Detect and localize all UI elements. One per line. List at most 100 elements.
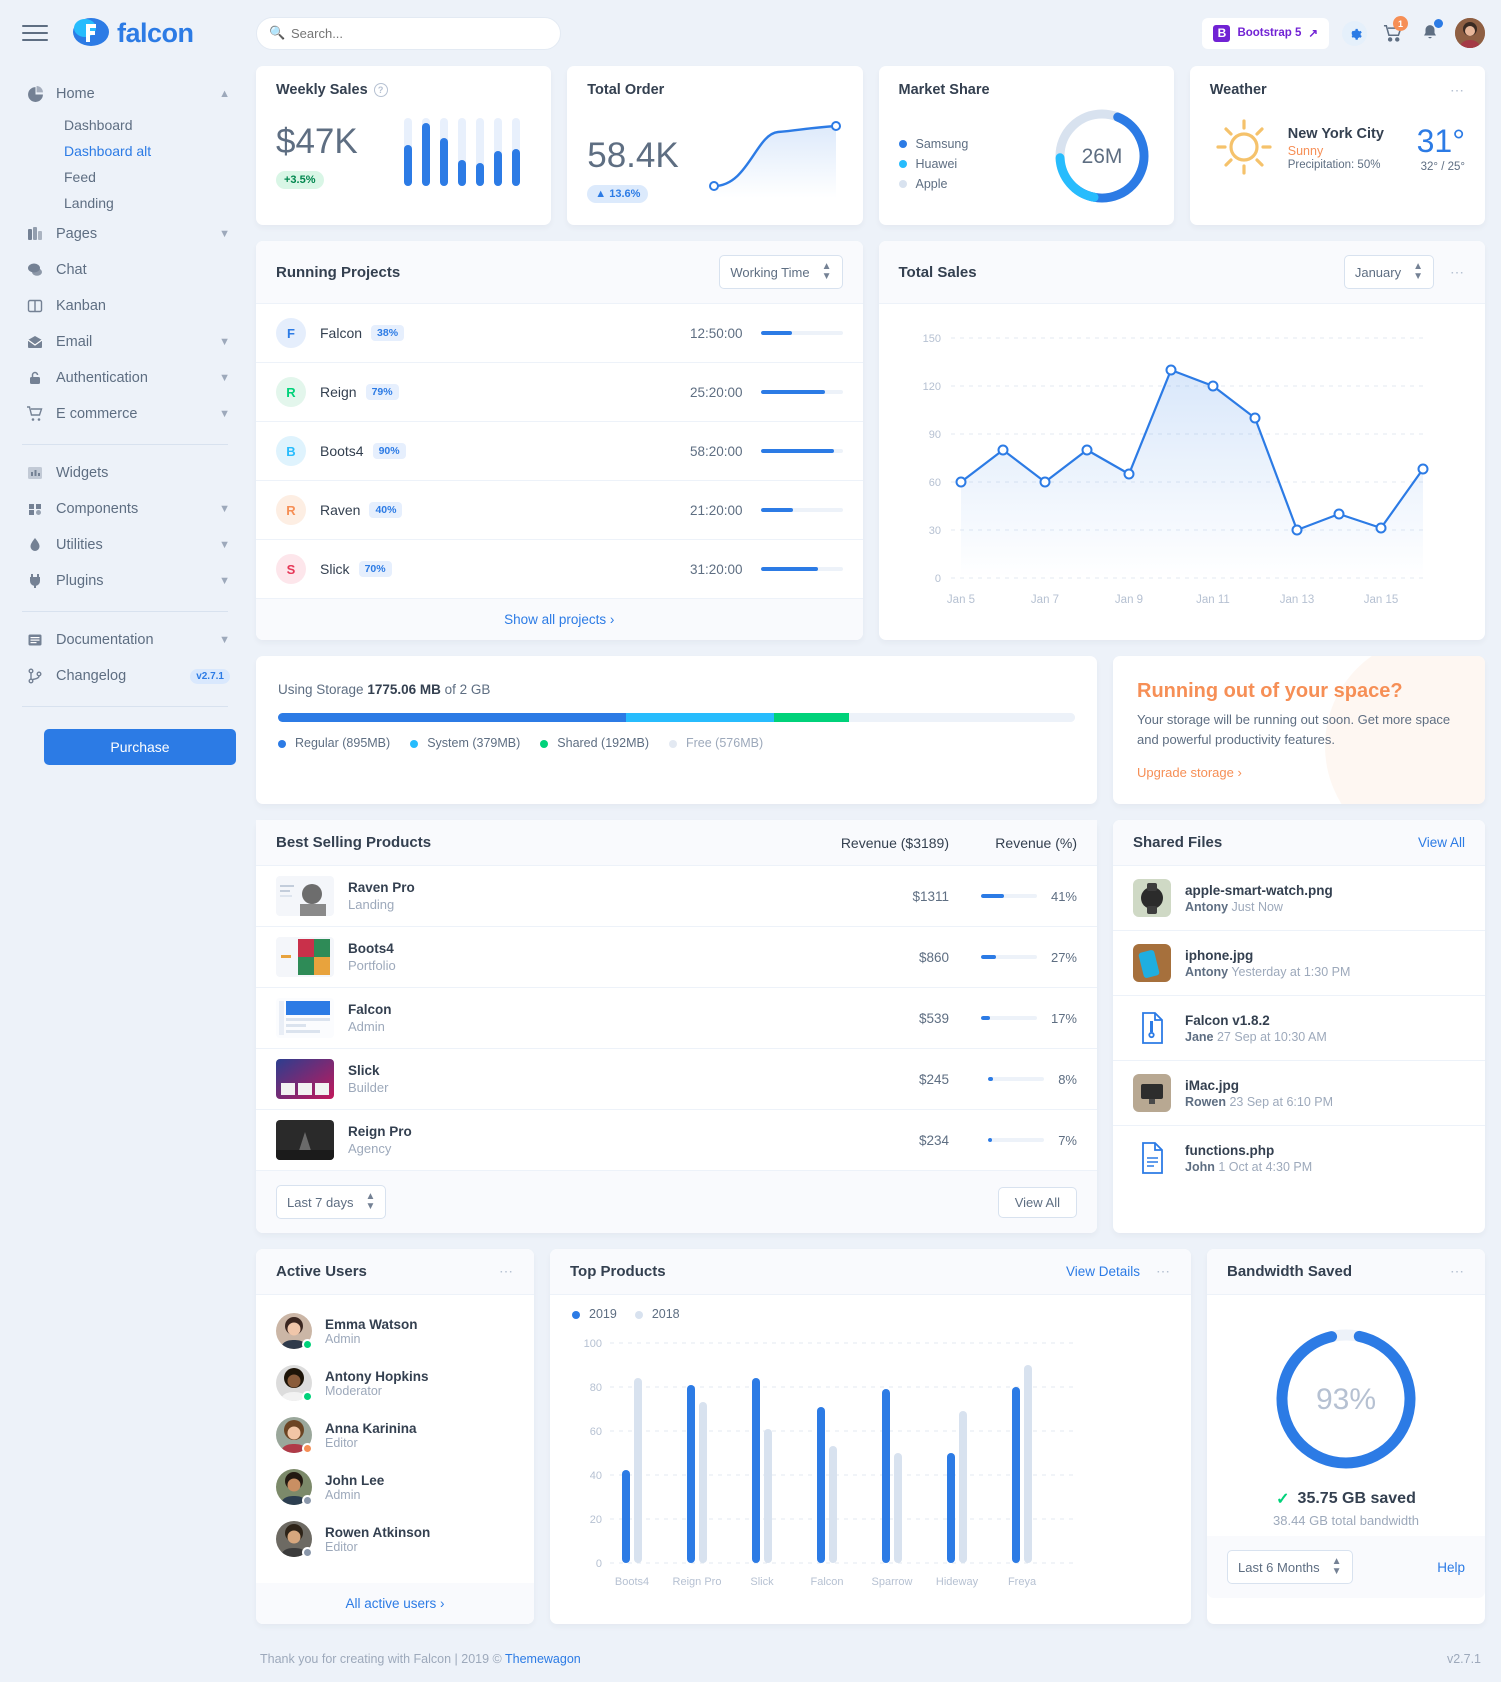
updown-icon: ▲ ▼: [365, 1191, 376, 1212]
product-name: Raven Pro: [348, 880, 415, 895]
market-share-body: Samsung Huawei Apple 26M: [898, 104, 1154, 211]
sidebar-item-label: E commerce: [56, 406, 138, 422]
bandwidth-range-select[interactable]: Last 6 Months ▲ ▼: [1227, 1550, 1353, 1584]
table-row[interactable]: Boots4 Portfolio $860 27%: [256, 927, 1097, 988]
settings-button[interactable]: [1341, 20, 1367, 46]
sidebar-item-ecommerce[interactable]: E commerce ▼: [22, 396, 234, 432]
sidebar-item-email[interactable]: Email ▼: [22, 324, 234, 360]
list-item[interactable]: iMac.jpg Rowen 23 Sep at 6:10 PM: [1113, 1061, 1485, 1126]
month-select[interactable]: January ▲ ▼: [1343, 255, 1434, 289]
sidebar-item-label: Plugins: [56, 573, 104, 589]
active-users-more-icon[interactable]: ⋯: [499, 1263, 514, 1279]
search-input[interactable]: [256, 16, 561, 50]
running-projects-title: Running Projects: [276, 263, 401, 281]
brand-logo-link[interactable]: falcon: [72, 16, 194, 50]
status-indicator: [302, 1547, 313, 1558]
sidebar-item-documentation[interactable]: Documentation ▼: [22, 622, 234, 658]
sidebar-item-changelog[interactable]: Changelog v2.7.1: [22, 658, 234, 694]
sidebar-item-plugins[interactable]: Plugins ▼: [22, 563, 234, 599]
bootstrap5-link[interactable]: B Bootstrap 5 ↗: [1202, 17, 1329, 49]
notifications-button[interactable]: [1417, 19, 1443, 46]
list-item[interactable]: Anna Karinina Editor: [256, 1409, 534, 1461]
product-thumbnail: [276, 998, 334, 1038]
sidebar-item-label: Changelog: [56, 668, 127, 684]
avatar[interactable]: [1455, 18, 1485, 48]
table-row[interactable]: B Boots4 90% 58:20:00: [256, 422, 863, 481]
bandwidth-total: 38.44 GB total bandwidth: [1273, 1513, 1419, 1528]
view-details-link[interactable]: View Details: [1065, 1264, 1140, 1279]
help-link[interactable]: Help: [1437, 1559, 1465, 1575]
list-item[interactable]: Falcon v1.8.2 Jane 27 Sep at 10:30 AM: [1113, 996, 1485, 1061]
view-all-products-button[interactable]: View All: [997, 1186, 1077, 1218]
sidebar-item-kanban[interactable]: Kanban: [22, 288, 234, 324]
sidebar-item-pages[interactable]: Pages ▼: [22, 216, 234, 252]
market-share-card: Market Share Samsung Huawei Apple 26M: [878, 66, 1174, 225]
sidebar-subitem-feed[interactable]: Feed: [64, 169, 96, 185]
sidebar-item-home[interactable]: Home ▲: [22, 76, 234, 112]
table-row[interactable]: R Raven 40% 21:20:00: [256, 481, 863, 540]
bandwidth-more-icon[interactable]: ⋯: [1450, 1263, 1465, 1279]
sidebar-item-chat[interactable]: Chat: [22, 252, 234, 288]
shared-files-panel: Shared Files View All apple-smart-watch.…: [1113, 820, 1485, 1233]
table-row[interactable]: Reign Pro Agency $234 7%: [256, 1110, 1097, 1171]
show-all-projects-link[interactable]: Show all projects ›: [504, 612, 615, 627]
legend-dot-regular: [278, 739, 286, 748]
all-active-users-link[interactable]: All active users ›: [345, 1596, 445, 1611]
table-row[interactable]: F Falcon 38% 12:50:00: [256, 304, 863, 363]
weather-more-icon[interactable]: ⋯: [1450, 82, 1465, 98]
table-row[interactable]: Raven Pro Landing $1311 41%: [256, 866, 1097, 927]
shared-files-header: Shared Files View All: [1113, 820, 1485, 866]
svg-text:Freya: Freya: [1008, 1576, 1037, 1588]
product-thumbnail: [276, 876, 334, 916]
project-time: 31:20:00: [689, 561, 743, 577]
chevron-down-icon: ▼: [219, 372, 230, 384]
storage-seg-regular: [278, 713, 627, 722]
sidebar-subitem-dashboard-alt[interactable]: Dashboard alt: [64, 143, 152, 159]
user-name: Anna Karinina: [325, 1420, 417, 1436]
list-item[interactable]: functions.php John 1 Oct at 4:30 PM: [1113, 1126, 1485, 1190]
list-item[interactable]: Emma Watson Admin: [256, 1305, 534, 1357]
sidebar-item-label: Documentation: [56, 632, 154, 648]
purchase-button[interactable]: Purchase: [44, 729, 236, 765]
menu-toggle-icon[interactable]: [22, 20, 48, 46]
top-products-more-icon[interactable]: ⋯: [1156, 1263, 1171, 1279]
table-row[interactable]: R Reign 79% 25:20:00: [256, 363, 863, 422]
doc-icon: [26, 631, 44, 649]
product-name: Slick: [348, 1063, 380, 1078]
table-row[interactable]: Falcon Admin $539 17%: [256, 988, 1097, 1049]
project-name: Boots4: [320, 443, 364, 459]
table-row[interactable]: S Slick 70% 31:20:00: [256, 540, 863, 599]
sidebar-item-components[interactable]: Components ▼: [22, 491, 234, 527]
list-item[interactable]: iphone.jpg Antony Yesterday at 1:30 PM: [1113, 931, 1485, 996]
legend-dot-huawei: [898, 160, 907, 169]
cart-button[interactable]: 1: [1379, 16, 1408, 46]
working-time-select[interactable]: Working Time ▲ ▼: [719, 255, 843, 289]
themewagon-link[interactable]: Themewagon: [505, 1652, 581, 1666]
project-avatar: F: [276, 318, 306, 348]
total-sales-more-icon[interactable]: ⋯: [1450, 263, 1465, 280]
upgrade-storage-link[interactable]: Upgrade storage ›: [1137, 765, 1242, 780]
kanban-icon: [26, 297, 44, 315]
help-icon[interactable]: ?: [373, 83, 388, 97]
sidebar-subitem-landing[interactable]: Landing: [64, 195, 114, 211]
legend-dot-2018: [634, 1310, 643, 1319]
product-percent: 8%: [1058, 1071, 1077, 1087]
svg-text:Hideway: Hideway: [936, 1576, 979, 1588]
list-item[interactable]: apple-smart-watch.png Antony Just Now: [1113, 866, 1485, 931]
table-row[interactable]: Slick Builder $245 8%: [256, 1049, 1097, 1110]
total-sales-chart: 150 120 90 60 30 0: [879, 304, 1486, 629]
date-range-select[interactable]: Last 7 days ▲ ▼: [276, 1185, 387, 1219]
sidebar-item-label: Kanban: [56, 298, 106, 314]
sidebar-item-widgets[interactable]: Widgets: [22, 455, 234, 491]
list-item[interactable]: Rowen Atkinson Editor: [256, 1513, 534, 1565]
footer-version: v2.7.1: [1446, 1652, 1481, 1666]
list-item[interactable]: Antony Hopkins Moderator: [256, 1357, 534, 1409]
avatar: [276, 1469, 313, 1506]
status-indicator: [302, 1339, 313, 1350]
sidebar-subitem-dashboard[interactable]: Dashboard: [64, 117, 133, 133]
list-item[interactable]: John Lee Admin: [256, 1461, 534, 1513]
sidebar-item-authentication[interactable]: Authentication ▼: [22, 360, 234, 396]
sidebar-item-utilities[interactable]: Utilities ▼: [22, 527, 234, 563]
search-icon: 🔍: [269, 24, 286, 40]
shared-files-view-all-link[interactable]: View All: [1417, 835, 1465, 850]
